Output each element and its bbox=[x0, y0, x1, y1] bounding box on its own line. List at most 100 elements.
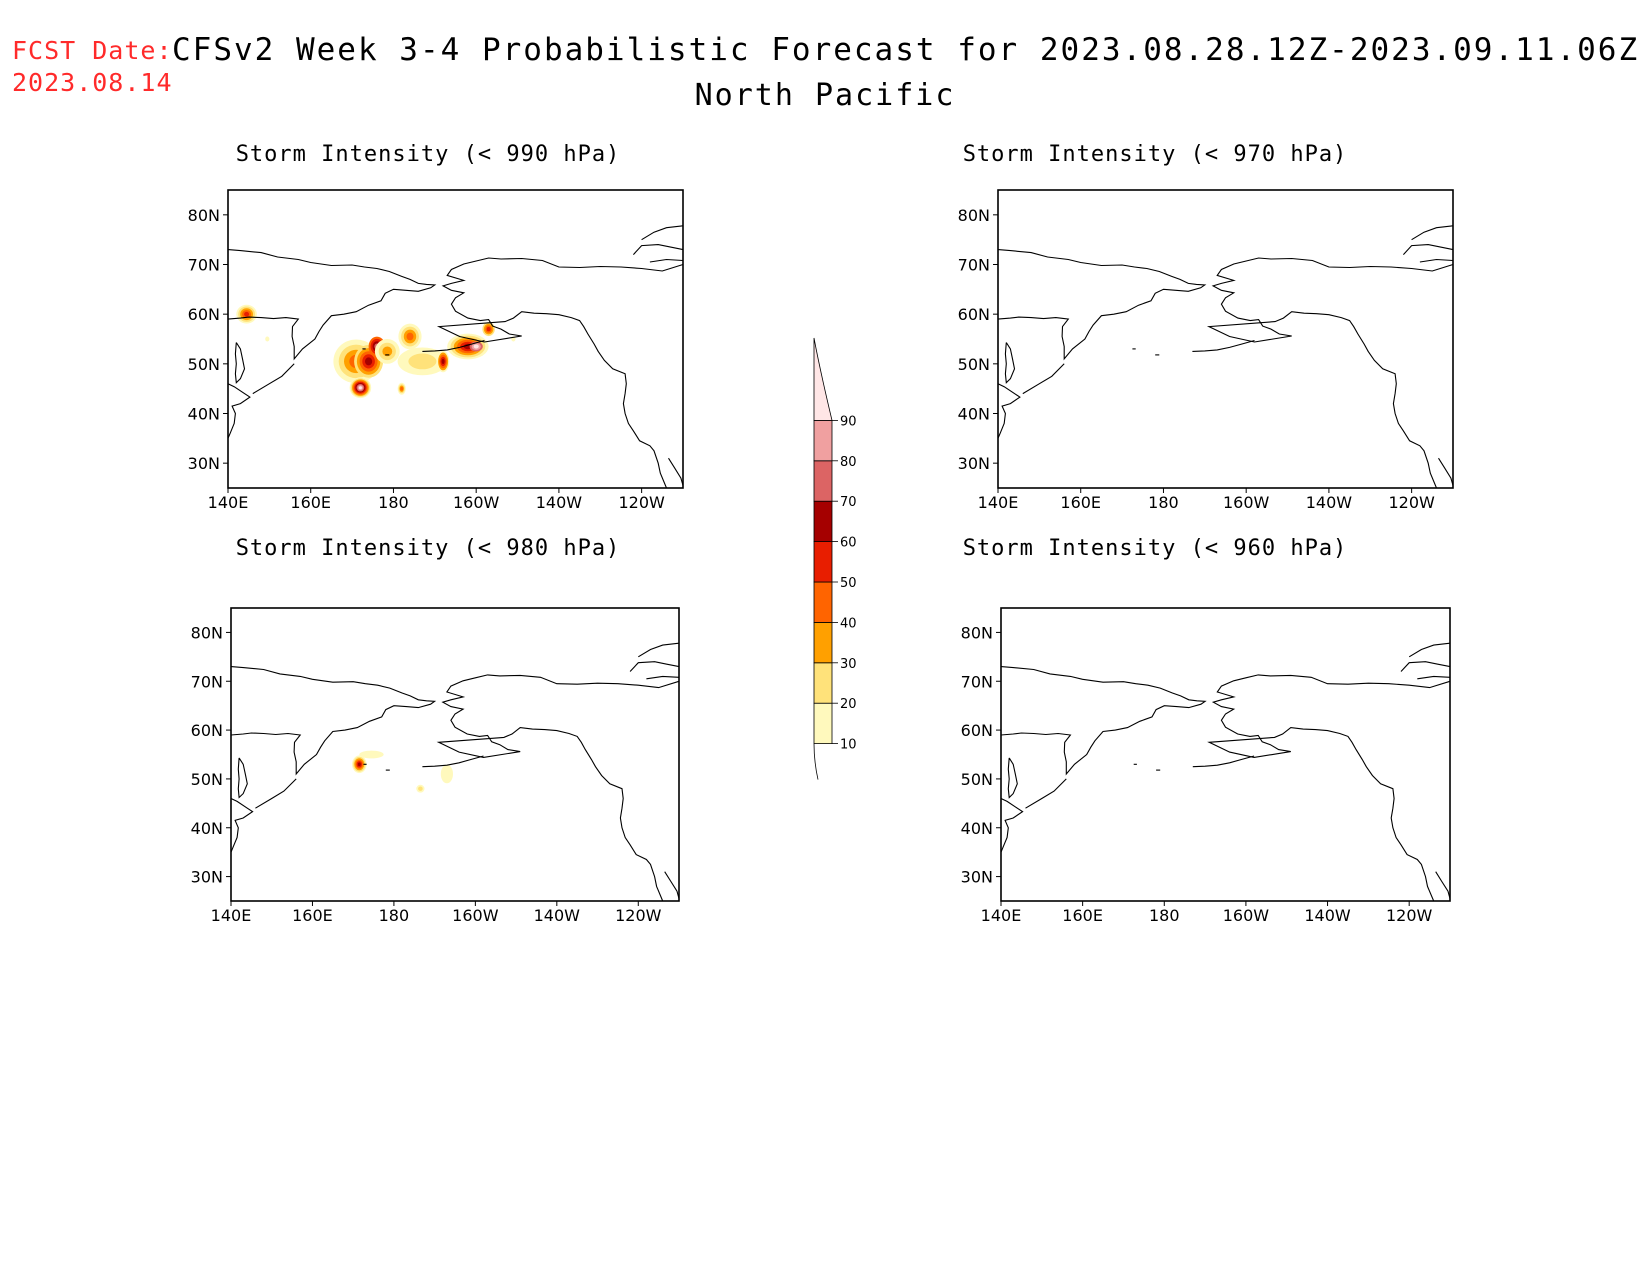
colorbar-tail bbox=[813, 743, 819, 780]
probability-contour-p990-3-8 bbox=[358, 386, 362, 390]
lat-label-p980-5: 30N bbox=[191, 868, 223, 887]
probability-contour-p990-12-8 bbox=[473, 344, 479, 349]
probability-contour-p980-1-0 bbox=[359, 750, 384, 759]
probability-contour-p990-9-1 bbox=[408, 353, 437, 370]
lat-label-p980-4: 40N bbox=[191, 819, 223, 838]
lon-label-p970-2: 180 bbox=[1148, 493, 1179, 512]
lon-label-p970-5: 120W bbox=[1388, 493, 1435, 512]
colorbar-label-0: 10 bbox=[840, 738, 857, 753]
main-title: CFSv2 Week 3-4 Probabilistic Forecast fo… bbox=[172, 32, 1640, 68]
lat-label-p960-1: 70N bbox=[961, 672, 993, 691]
lat-label-p970-5: 30N bbox=[958, 454, 990, 473]
lon-label-p970-1: 160E bbox=[1060, 493, 1101, 512]
coastline-p990-4 bbox=[436, 257, 684, 489]
probability-contour-p990-6-2 bbox=[382, 346, 393, 357]
lat-label-p970-0: 80N bbox=[958, 206, 990, 225]
lat-label-p960-3: 50N bbox=[961, 770, 993, 789]
lat-label-p990-3: 50N bbox=[188, 355, 220, 374]
lat-label-p990-0: 80N bbox=[188, 206, 220, 225]
lon-label-p980-1: 160E bbox=[292, 906, 333, 925]
lat-label-p960-0: 80N bbox=[961, 623, 993, 642]
lon-label-p980-4: 140W bbox=[534, 906, 581, 925]
coastline-p980-9 bbox=[646, 675, 680, 680]
coastline-p970-7 bbox=[1411, 225, 1454, 241]
coastline-p990-5 bbox=[668, 457, 684, 486]
coastline-p970-1 bbox=[1004, 342, 1016, 384]
panel-title-960: Storm Intensity (< 960 hPa) bbox=[962, 536, 1348, 561]
probability-contour-p990-7-3 bbox=[406, 332, 414, 341]
colorbar-label-4: 50 bbox=[840, 576, 857, 591]
lon-label-p960-0: 140E bbox=[981, 906, 1022, 925]
probability-contour-p990-4-5 bbox=[365, 357, 373, 366]
lat-label-p960-4: 40N bbox=[961, 819, 993, 838]
lon-label-p980-0: 140E bbox=[211, 906, 252, 925]
coastline-p980-5 bbox=[664, 871, 680, 899]
coastline-p960-2 bbox=[1000, 798, 1024, 853]
lat-label-p960-5: 30N bbox=[961, 868, 993, 887]
map-frame-p970 bbox=[997, 189, 1454, 489]
coastline-p960-9 bbox=[1417, 675, 1451, 680]
lat-label-p980-3: 50N bbox=[191, 770, 223, 789]
coastline-p970-6 bbox=[1192, 339, 1255, 352]
probability-contour-p990-0-4 bbox=[244, 311, 250, 317]
lat-label-p970-4: 40N bbox=[958, 405, 990, 424]
coastline-p970-4 bbox=[1206, 257, 1454, 489]
colorbar-label-1: 20 bbox=[840, 697, 857, 712]
lon-label-p980-3: 160W bbox=[452, 906, 499, 925]
lat-label-p980-0: 80N bbox=[191, 623, 223, 642]
coastline-p980-0 bbox=[230, 666, 437, 776]
colorbar-swatch-8 bbox=[813, 337, 833, 421]
lon-label-p980-5: 120W bbox=[615, 906, 662, 925]
probability-contour-p990-8-3 bbox=[400, 386, 404, 391]
lat-label-p970-2: 60N bbox=[958, 305, 990, 324]
panel-title-980: Storm Intensity (< 980 hPa) bbox=[235, 536, 621, 561]
coastline-p990-0 bbox=[227, 249, 437, 361]
colorbar-label-3: 40 bbox=[840, 616, 857, 631]
coastline-p990-7 bbox=[641, 225, 684, 241]
lon-label-p970-4: 140W bbox=[1306, 493, 1353, 512]
coastline-p960-3 bbox=[1025, 778, 1067, 809]
coastline-p980-3 bbox=[255, 778, 297, 809]
colorbar-swatch-6 bbox=[813, 460, 833, 502]
lon-label-p960-2: 180 bbox=[1149, 906, 1180, 925]
map-frame-p990 bbox=[227, 189, 684, 489]
lat-label-p970-1: 70N bbox=[958, 256, 990, 275]
map-panel-p980 bbox=[231, 608, 679, 901]
lat-label-p990-2: 60N bbox=[188, 305, 220, 324]
lon-label-p960-3: 160W bbox=[1223, 906, 1270, 925]
coastline-p990-2 bbox=[227, 383, 251, 439]
coastline-p980-6 bbox=[422, 755, 484, 768]
colorbar-swatch-3 bbox=[813, 581, 833, 623]
lat-label-p980-1: 70N bbox=[191, 672, 223, 691]
lon-label-p970-0: 140E bbox=[978, 493, 1019, 512]
coastline-p980-8 bbox=[629, 661, 680, 672]
coastline-p960-7 bbox=[1408, 642, 1451, 658]
colorbar-label-2: 30 bbox=[840, 657, 857, 672]
coastline-p960-1 bbox=[1007, 757, 1018, 799]
lat-label-p990-4: 40N bbox=[188, 405, 220, 424]
colorbar-swatch-5 bbox=[813, 500, 833, 543]
map-frame-p960 bbox=[1000, 607, 1451, 902]
lat-label-p980-2: 60N bbox=[191, 721, 223, 740]
coastline-p980-2 bbox=[230, 798, 254, 853]
lon-label-p980-2: 180 bbox=[379, 906, 410, 925]
lon-label-p990-4: 140W bbox=[536, 493, 583, 512]
coastline-p970-9 bbox=[1419, 258, 1454, 263]
map-panel-p970 bbox=[998, 190, 1453, 488]
probability-contour-p980-2-1 bbox=[418, 786, 423, 791]
panel-title-970: Storm Intensity (< 970 hPa) bbox=[962, 142, 1348, 167]
panel-title-990: Storm Intensity (< 990 hPa) bbox=[235, 142, 621, 167]
lat-label-p970-3: 50N bbox=[958, 355, 990, 374]
forecast-date-value: 2023.08.14 bbox=[12, 68, 173, 97]
colorbar-swatch-7 bbox=[813, 419, 833, 462]
coastline-p960-6 bbox=[1192, 755, 1255, 768]
colorbar-label-5: 60 bbox=[840, 536, 857, 551]
probability-contour-p980-0-5 bbox=[357, 762, 361, 767]
colorbar-label-6: 70 bbox=[840, 495, 857, 510]
lon-label-p990-1: 160E bbox=[290, 493, 331, 512]
lon-label-p960-5: 120W bbox=[1386, 906, 1433, 925]
coastline-p970-2 bbox=[997, 383, 1021, 439]
lon-label-p960-1: 160E bbox=[1062, 906, 1103, 925]
region-title: North Pacific bbox=[694, 78, 956, 113]
